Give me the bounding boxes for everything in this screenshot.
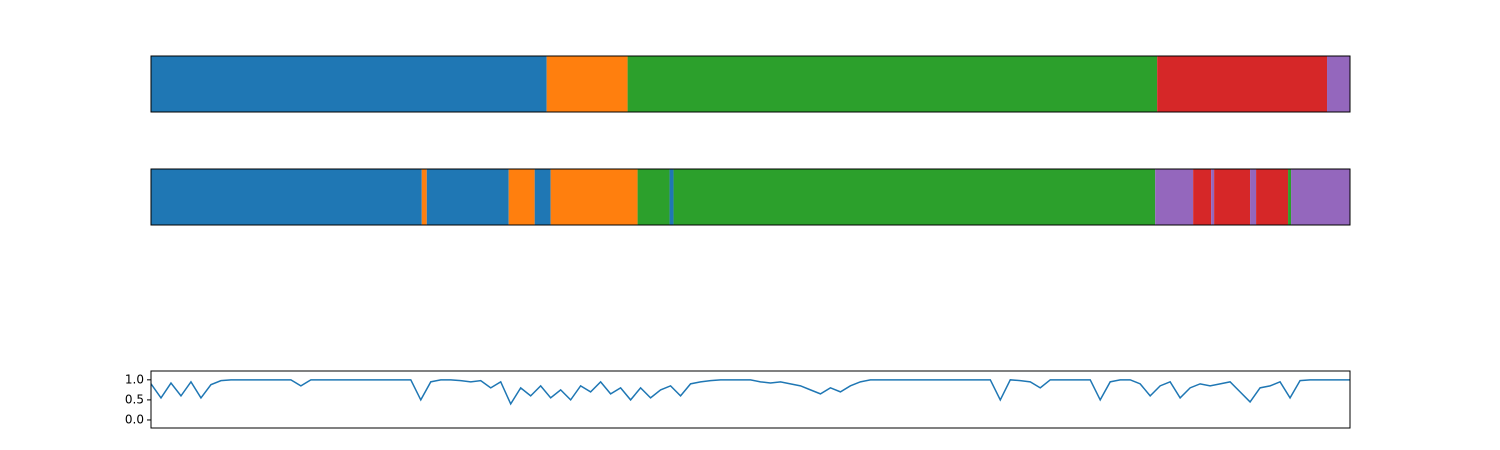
segment (550, 169, 638, 225)
segment (151, 169, 422, 225)
segment (534, 169, 551, 225)
segment (669, 169, 674, 225)
segment (1155, 169, 1194, 225)
segment (1291, 169, 1350, 225)
segment (1211, 169, 1215, 225)
y-tick-label: 1.0 (125, 372, 144, 386)
segment (151, 56, 547, 112)
axes-frame (150, 55, 1351, 113)
segment (627, 56, 1158, 112)
segment (546, 56, 628, 112)
line (150, 379, 1350, 406)
segment (1214, 169, 1251, 225)
segment (508, 169, 535, 225)
segment (673, 169, 1156, 225)
segment (1256, 169, 1289, 225)
segment (1288, 169, 1292, 225)
segment (421, 169, 427, 225)
segment (426, 169, 509, 225)
segment (1157, 56, 1328, 112)
segment (1250, 169, 1257, 225)
y-tick-label: 0.0 (125, 412, 144, 426)
segment (1327, 56, 1350, 112)
axes-frame (150, 168, 1351, 226)
segment (1193, 169, 1212, 225)
segment (637, 169, 670, 225)
axes-frame (150, 370, 1351, 429)
y-tick-label: 0.5 (125, 392, 144, 406)
